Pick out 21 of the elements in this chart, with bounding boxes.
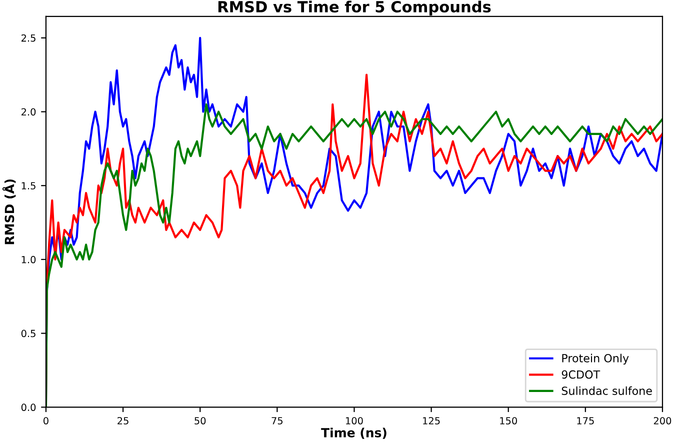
legend-label: 9CDOT bbox=[562, 370, 600, 379]
y-tick-label: 0.5 bbox=[21, 330, 36, 338]
x-tick-label: 175 bbox=[577, 417, 594, 424]
x-tick-label: 100 bbox=[346, 417, 363, 424]
y-tick-label: 2.5 bbox=[21, 34, 36, 42]
legend-label: Sulindac sulfone bbox=[562, 386, 652, 396]
chart-title: RMSD vs Time for 5 Compounds bbox=[218, 0, 491, 16]
x-tick-label: 25 bbox=[118, 417, 128, 424]
y-tick-label: 0.0 bbox=[21, 404, 36, 412]
y-tick-label: 1.0 bbox=[22, 256, 36, 264]
y-tick-label: 2.0 bbox=[21, 108, 36, 116]
x-tick-label: 75 bbox=[272, 417, 282, 424]
y-axis-title: RMSD (Å) bbox=[2, 179, 16, 244]
x-tick-label: 50 bbox=[194, 417, 206, 424]
x-tick-label: 0 bbox=[44, 417, 48, 424]
x-tick-label: 200 bbox=[654, 417, 672, 424]
x-tick-label: 150 bbox=[500, 417, 517, 424]
y-tick-label: 1.5 bbox=[22, 182, 36, 190]
legend-label: Protein Only bbox=[562, 354, 629, 365]
x-tick-label: 125 bbox=[423, 417, 440, 424]
x-axis-title: Time (ns) bbox=[321, 428, 386, 439]
